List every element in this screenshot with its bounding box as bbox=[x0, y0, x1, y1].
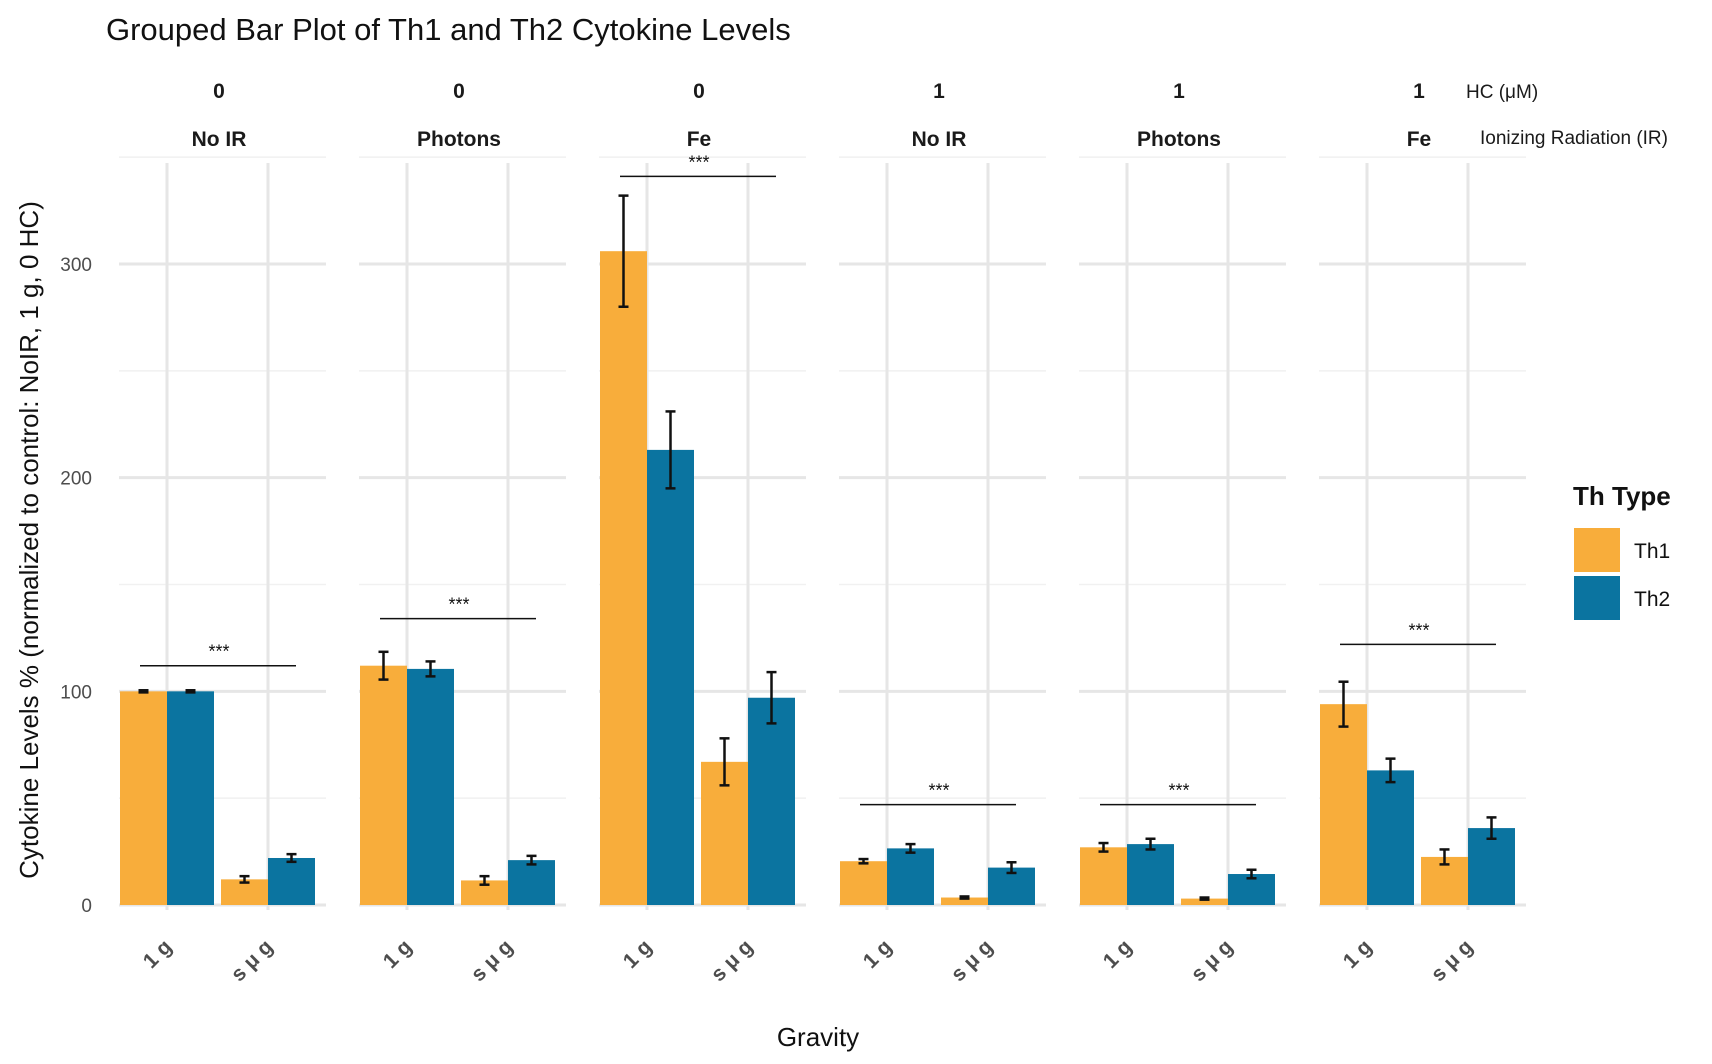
x-tick-label: 1 g bbox=[859, 935, 897, 973]
significance-label: *** bbox=[1408, 620, 1429, 640]
legend-title: Th Type bbox=[1573, 481, 1671, 511]
y-tick-label: 100 bbox=[60, 682, 92, 703]
x-tick-label: 1 g bbox=[379, 935, 417, 973]
ir-row-label: Ionizing Radiation (IR) bbox=[1480, 128, 1668, 149]
bar-th2 bbox=[1367, 770, 1414, 905]
facet-ir-label: No IR bbox=[912, 128, 967, 151]
facet-ir-label: Fe bbox=[687, 128, 712, 151]
y-tick-label: 0 bbox=[81, 896, 92, 917]
facet-ir-label: Fe bbox=[1407, 128, 1432, 151]
axis-layer: Gravity Cytokine Levels % (normalized to… bbox=[14, 201, 1478, 1052]
bar-th2 bbox=[508, 860, 555, 905]
x-tick-label: 1 g bbox=[1099, 935, 1137, 973]
bar-th2 bbox=[647, 449, 694, 905]
y-tick-label: 200 bbox=[60, 469, 92, 490]
bar-th2 bbox=[748, 697, 795, 905]
facet-hc-label: 1 bbox=[933, 80, 945, 103]
facet-hc-label: 1 bbox=[1173, 80, 1185, 103]
significance-label: *** bbox=[448, 595, 469, 615]
legend-swatch-th1 bbox=[1574, 528, 1620, 572]
bar-th1 bbox=[1320, 704, 1367, 905]
facet-strip-layer: HC (μM) Ionizing Radiation (IR) 0 No IR 0 P… bbox=[192, 80, 1668, 151]
facet-hc-label: 0 bbox=[213, 80, 225, 103]
y-tick-label: 300 bbox=[60, 255, 92, 276]
bar-th1 bbox=[600, 251, 647, 905]
bar-th1 bbox=[360, 665, 407, 905]
significance-label: *** bbox=[688, 152, 709, 172]
x-tick-label: 1 g bbox=[1339, 935, 1377, 973]
x-tick-label: 1 g bbox=[139, 935, 177, 973]
x-tick-label: 1 g bbox=[619, 935, 657, 973]
bar-th1 bbox=[1080, 847, 1127, 905]
x-tick-label: s μ g bbox=[227, 935, 278, 986]
bar-th1 bbox=[941, 897, 988, 905]
bar-th1 bbox=[840, 861, 887, 905]
facet-ir-label: Photons bbox=[417, 128, 501, 151]
y-axis-title: Cytokine Levels % (normalized to control… bbox=[14, 201, 44, 879]
bar-th2 bbox=[1468, 828, 1515, 905]
significance-label: *** bbox=[1168, 781, 1189, 801]
legend-swatch-th2 bbox=[1574, 576, 1620, 620]
x-tick-label: s μ g bbox=[947, 935, 998, 986]
bar-th2 bbox=[268, 857, 315, 905]
hc-row-label: HC (μM) bbox=[1466, 82, 1538, 103]
bar-th2 bbox=[167, 691, 214, 905]
facet-hc-label: 0 bbox=[693, 80, 705, 103]
x-tick-label: s μ g bbox=[1427, 935, 1478, 986]
bar-th2 bbox=[407, 668, 454, 905]
facet-hc-label: 1 bbox=[1413, 80, 1425, 103]
bar-th1 bbox=[1181, 898, 1228, 905]
facet-ir-label: Photons bbox=[1137, 128, 1221, 151]
x-axis-title: Gravity bbox=[777, 1022, 859, 1052]
bar-th2 bbox=[1127, 844, 1174, 905]
facet-hc-label: 0 bbox=[453, 80, 465, 103]
chart-title: Grouped Bar Plot of Th1 and Th2 Cytokine… bbox=[106, 12, 791, 47]
significance-label: *** bbox=[208, 642, 229, 662]
bar-th2 bbox=[887, 848, 934, 905]
facet-ir-label: No IR bbox=[192, 128, 247, 151]
x-tick-label: s μ g bbox=[707, 935, 758, 986]
x-tick-label: s μ g bbox=[467, 935, 518, 986]
grid-layer bbox=[119, 156, 1526, 910]
legend-label-th1: Th1 bbox=[1634, 540, 1670, 563]
bar-layer: *** *** *** *** *** *** bbox=[120, 152, 1515, 905]
significance-label: *** bbox=[928, 781, 949, 801]
x-tick-label: s μ g bbox=[1187, 935, 1238, 986]
bar-th1 bbox=[120, 691, 167, 905]
legend-label-th2: Th2 bbox=[1634, 588, 1670, 611]
legend: Th Type Th1 Th2 bbox=[1573, 481, 1671, 620]
